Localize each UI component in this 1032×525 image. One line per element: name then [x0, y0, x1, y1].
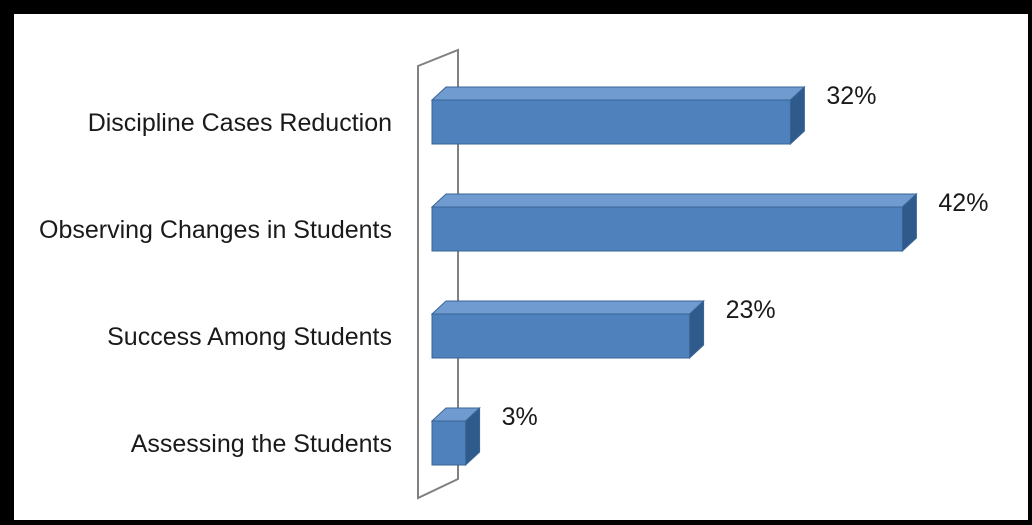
- category-labels: Discipline Cases Reduction Observing Chan…: [39, 109, 392, 458]
- bar-top-face: [430, 86, 806, 101]
- bar-front-face: [431, 420, 467, 466]
- bar-discipline-cases-reduction: [430, 85, 806, 146]
- bar-top-face: [430, 300, 705, 315]
- axis-wall-outline: [417, 48, 459, 500]
- bar-observing-changes-in-students: [430, 192, 918, 253]
- bar-chart: Discipline Cases Reduction Observing Chan…: [39, 48, 989, 500]
- value-label-success-among-students: 23%: [726, 296, 776, 324]
- value-label-discipline-cases-reduction: 32%: [826, 82, 876, 110]
- category-label-success-among-students: Success Among Students: [107, 323, 392, 351]
- bar-assessing-the-students: [430, 406, 481, 467]
- bar-top-face: [430, 193, 918, 208]
- value-label-assessing-the-students: 3%: [502, 403, 538, 431]
- bar-success-among-students: [430, 299, 705, 360]
- chart-panel: Discipline Cases Reduction Observing Chan…: [14, 14, 1028, 520]
- bar-front-face: [431, 313, 691, 359]
- value-labels: 32% 42% 23% 3%: [502, 82, 989, 431]
- axis-wall: [417, 48, 459, 500]
- bar-front-face: [431, 206, 903, 252]
- category-label-discipline-cases-reduction: Discipline Cases Reduction: [88, 109, 392, 137]
- category-label-assessing-the-students: Assessing the Students: [131, 430, 392, 458]
- category-label-observing-changes-in-students: Observing Changes in Students: [39, 216, 392, 244]
- value-label-observing-changes-in-students: 42%: [938, 189, 988, 217]
- bar-front-face: [431, 99, 791, 145]
- bars-group: [430, 85, 918, 467]
